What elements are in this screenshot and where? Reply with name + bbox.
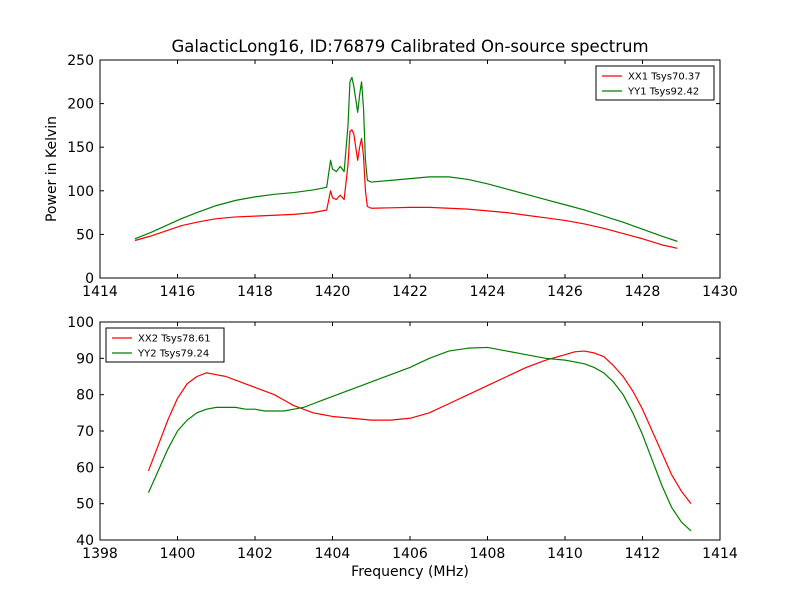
chart-title: GalacticLong16, ID:76879 Calibrated On-s… (171, 37, 648, 56)
bottom-legend (105, 327, 225, 363)
bottom-y-tick-label-6: 100 (67, 315, 94, 331)
top-x-tick-label-3: 1420 (315, 284, 351, 300)
top-legend-label-0: XX1 Tsys70.37 (628, 72, 701, 83)
top-legend (595, 65, 715, 101)
bottom-x-tick-label-7: 1412 (625, 546, 661, 562)
top-plot: 1414 1416 1418 1420 1422 1424 1426 1428 1430 0 50 1… (67, 53, 738, 300)
top-x-tick-label-6: 1426 (547, 284, 583, 300)
top-y-tick-label-1: 50 (76, 227, 94, 243)
bottom-y-tick-label-5: 90 (76, 351, 94, 367)
top-x-tick-label-7: 1428 (625, 284, 661, 300)
top-x-tick-label-2: 1418 (237, 284, 273, 300)
bottom-x-tick-label-6: 1410 (547, 546, 583, 562)
top-x-tick-label-4: 1422 (392, 284, 428, 300)
top-y-tick-label-0: 0 (85, 271, 94, 287)
top-y-tick-label-2: 100 (67, 184, 94, 200)
bottom-y-tick-label-0: 40 (76, 533, 94, 549)
bottom-y-tick-label-4: 80 (76, 388, 94, 404)
y-axis-label-top: Power in Kelvin (44, 116, 60, 222)
top-x-tick-label-8: 1430 (702, 284, 738, 300)
bottom-legend-label-1: YY2 Tsys79.24 (137, 349, 209, 360)
top-series-line-1 (134, 76, 678, 242)
bottom-legend-label-0: XX2 Tsys78.61 (138, 334, 211, 345)
top-y-tick-label-3: 150 (67, 140, 94, 156)
top-x-tick-label-1: 1416 (160, 284, 196, 300)
top-series-line-0 (134, 129, 678, 249)
top-x-tick-label-0: 1414 (82, 284, 118, 300)
bottom-plot: 1398 1400 1402 1404 1406 1408 1410 1412 1414 40 50… (67, 315, 738, 562)
bottom-x-tick-label-3: 1404 (315, 546, 351, 562)
bottom-y-tick-label-3: 70 (76, 424, 94, 440)
bottom-y-tick-label-1: 50 (76, 497, 94, 513)
bottom-x-tick-label-1: 1400 (160, 546, 196, 562)
bottom-x-tick-label-0: 1398 (82, 546, 118, 562)
top-x-tick-label-5: 1424 (470, 284, 506, 300)
top-y-tick-label-4: 200 (67, 97, 94, 113)
bottom-x-tick-label-8: 1414 (702, 546, 738, 562)
top-y-tick-label-5: 250 (67, 53, 94, 69)
top-legend-label-1: YY1 Tsys92.42 (627, 87, 699, 98)
x-axis-label-bottom: Frequency (MHz) (351, 564, 469, 580)
bottom-series-line-0 (147, 350, 692, 505)
bottom-y-tick-label-2: 60 (76, 460, 94, 476)
bottom-series-line-1 (147, 346, 692, 532)
bottom-x-tick-label-5: 1408 (470, 546, 506, 562)
bottom-x-tick-label-4: 1406 (392, 546, 428, 562)
bottom-x-tick-label-2: 1402 (237, 546, 273, 562)
